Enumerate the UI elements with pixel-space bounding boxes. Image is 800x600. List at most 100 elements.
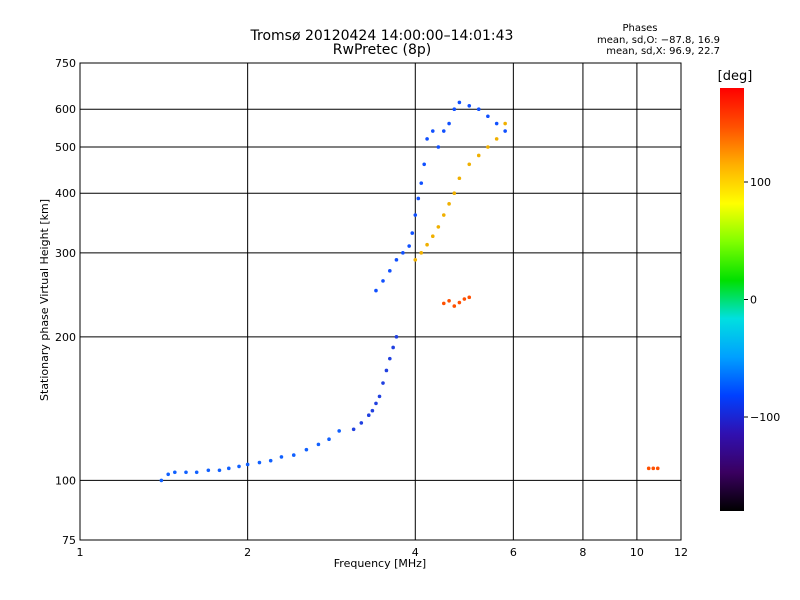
- data-point: [194, 470, 199, 475]
- data-point: [279, 455, 284, 459]
- y-tick-label: 500: [55, 141, 76, 154]
- data-point: [366, 413, 371, 417]
- data-point: [184, 470, 188, 475]
- data-point: [416, 196, 421, 201]
- phase-stats-o: mean, sd,O: −87.8, 16.9: [597, 35, 720, 46]
- data-point: [217, 468, 222, 473]
- data-point: [374, 401, 378, 406]
- data-point: [388, 269, 392, 273]
- data-point: [381, 381, 385, 385]
- data-point: [457, 300, 462, 305]
- data-points: [159, 100, 660, 483]
- data-point: [419, 181, 424, 185]
- data-point: [503, 129, 507, 133]
- data-point: [410, 231, 415, 235]
- data-point: [457, 176, 462, 181]
- data-point: [494, 137, 499, 141]
- x-tick-label: 8: [579, 546, 586, 559]
- data-point: [413, 258, 418, 262]
- data-point: [646, 466, 651, 471]
- data-point: [441, 129, 446, 133]
- data-point: [462, 297, 467, 301]
- y-tick-label: 400: [55, 187, 76, 200]
- data-point: [419, 251, 424, 255]
- data-point: [381, 279, 385, 283]
- data-point: [486, 145, 490, 149]
- data-point: [651, 466, 656, 471]
- data-point: [467, 162, 472, 167]
- data-point: [476, 153, 481, 158]
- data-point: [304, 447, 309, 452]
- data-point: [452, 304, 457, 308]
- data-point: [401, 251, 405, 255]
- data-point: [447, 202, 451, 206]
- data-point: [394, 258, 399, 262]
- data-point: [206, 468, 211, 473]
- y-tick-label: 750: [55, 57, 76, 70]
- data-point: [441, 213, 446, 217]
- y-tick-label: 75: [62, 534, 76, 547]
- x-tick-label: 12: [674, 546, 688, 559]
- colorbar-label: [deg]: [718, 69, 753, 84]
- data-point: [370, 408, 375, 413]
- data-point: [351, 427, 356, 432]
- data-point: [327, 437, 331, 442]
- data-point: [476, 107, 481, 112]
- data-point: [457, 100, 462, 105]
- chart-subtitle: RwPretec (8p): [333, 42, 431, 58]
- x-tick-label: 2: [244, 546, 251, 559]
- data-point: [422, 162, 426, 167]
- data-point: [316, 442, 321, 447]
- data-point: [391, 345, 395, 350]
- grid-lines: [80, 63, 681, 540]
- x-ticks: 1 2 4 6 8 10 12: [77, 546, 689, 559]
- data-point: [655, 466, 660, 471]
- colorbar-tick-label: 0: [750, 294, 757, 307]
- data-point: [413, 213, 418, 217]
- data-point: [377, 394, 382, 399]
- data-point: [388, 356, 392, 361]
- x-tick-label: 10: [630, 546, 644, 559]
- x-tick-label: 4: [412, 546, 419, 559]
- data-point: [494, 121, 499, 126]
- data-point: [291, 453, 296, 457]
- chart-title: Tromsø 20120424 14:00:00–14:01:43: [250, 28, 514, 44]
- plot-frame: [79, 62, 682, 541]
- y-tick-label: 300: [55, 247, 76, 260]
- data-point: [359, 421, 364, 425]
- y-tick-label: 100: [55, 474, 76, 487]
- colorbar-tick-label: −100: [750, 411, 780, 424]
- data-point: [447, 298, 451, 303]
- data-point: [425, 242, 429, 247]
- data-point: [166, 472, 170, 477]
- data-point: [436, 145, 441, 149]
- data-point: [245, 462, 250, 467]
- y-axis-label: Stationary phase Virtual Height [km]: [38, 199, 51, 401]
- data-point: [407, 244, 411, 248]
- data-point: [467, 295, 472, 300]
- data-point: [226, 466, 231, 471]
- data-point: [257, 460, 262, 465]
- x-axis-label: Frequency [MHz]: [334, 557, 426, 570]
- data-point: [394, 335, 399, 339]
- data-point: [447, 121, 451, 126]
- data-point: [173, 470, 177, 475]
- data-point: [486, 114, 490, 119]
- data-point: [430, 234, 435, 239]
- x-tick-label: 1: [77, 546, 84, 559]
- data-point: [159, 478, 164, 483]
- y-tick-label: 600: [55, 103, 76, 116]
- data-point: [268, 458, 273, 463]
- data-point: [374, 288, 378, 293]
- data-point: [237, 464, 241, 469]
- y-ticks: 75 100 200 300 400 500 600 750: [55, 57, 76, 547]
- y-tick-label: 200: [55, 331, 76, 344]
- data-point: [430, 129, 435, 133]
- data-point: [436, 225, 441, 229]
- phase-stats-x: mean, sd,X: 96.9, 22.7: [606, 46, 720, 57]
- data-point: [337, 429, 341, 433]
- data-point: [503, 121, 507, 126]
- data-point: [467, 104, 472, 108]
- data-point: [452, 107, 457, 112]
